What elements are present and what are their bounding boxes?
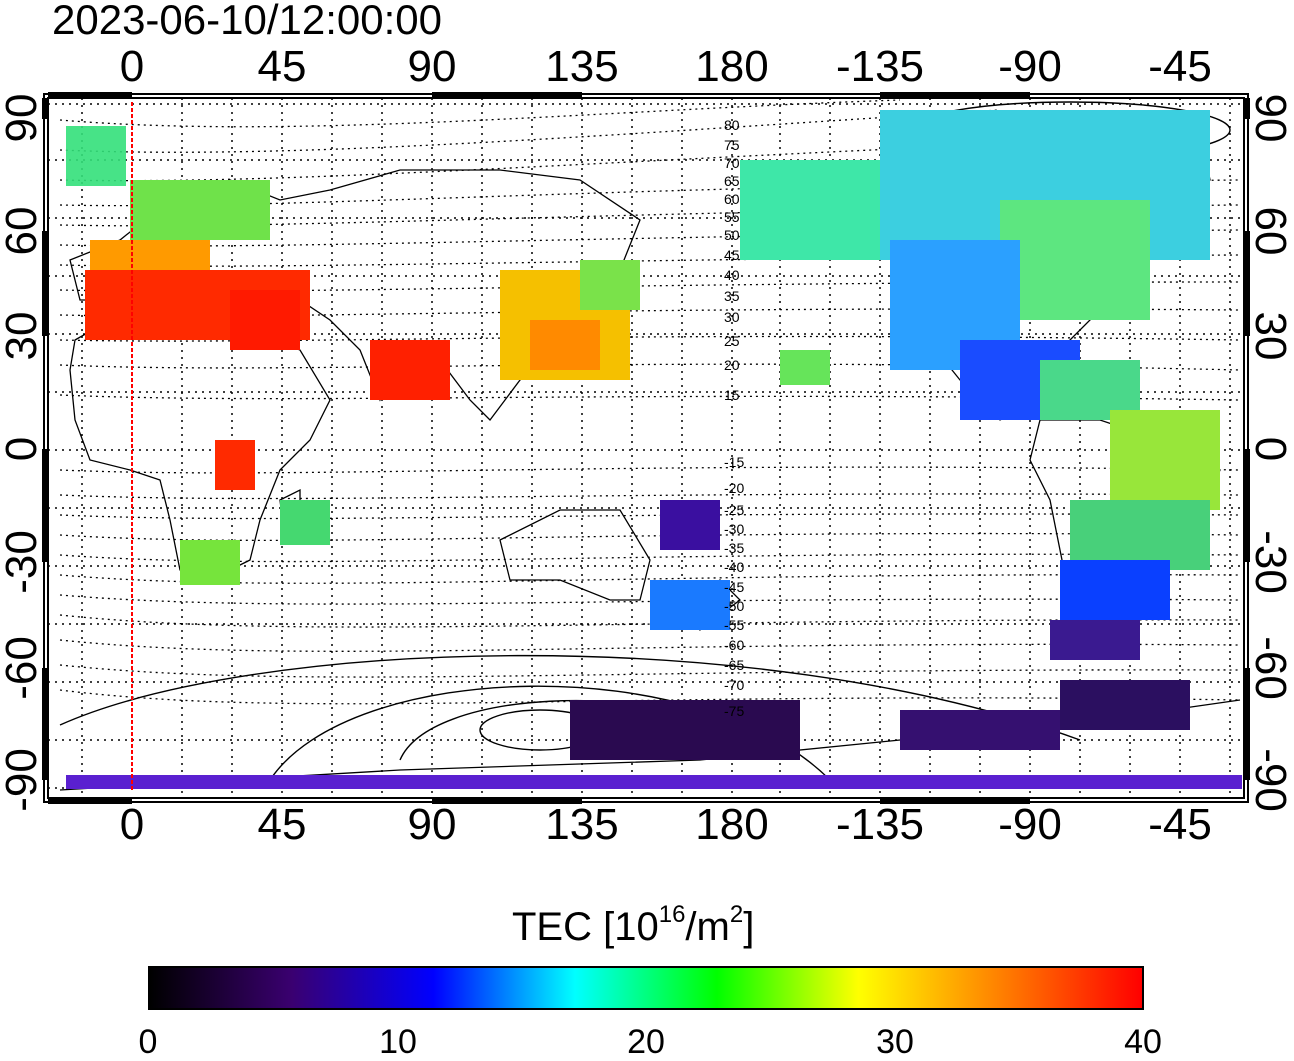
top-lon-tick: 0: [119, 42, 145, 91]
contour-label: 70: [724, 155, 740, 171]
contour-label: -65: [724, 657, 744, 673]
contour-label: -35: [724, 540, 744, 556]
bottom-lon-tick: -135: [835, 800, 925, 849]
contour-label: -45: [724, 579, 744, 595]
contour-label: -25: [724, 502, 744, 518]
contour-label: 55: [724, 209, 740, 225]
contour-label: -70: [724, 677, 744, 693]
colorbar-tick: 10: [379, 1023, 417, 1061]
top-lon-tick: -90: [998, 42, 1062, 91]
colorbar-tick: 0: [138, 1023, 158, 1061]
contour-label: 20: [724, 357, 740, 373]
top-lon-tick: 45: [257, 42, 307, 91]
contour-label: -30: [724, 521, 744, 537]
contour-label: -60: [724, 637, 744, 653]
contour-label: 60: [724, 191, 740, 207]
contour-label: -50: [724, 598, 744, 614]
contour-label: 65: [724, 173, 740, 189]
contour-label: -75: [724, 703, 744, 719]
contour-label: 25: [724, 333, 740, 349]
top-lon-tick: 180: [695, 42, 769, 91]
border-bands: [42, 92, 1250, 804]
bottom-lon-tick: -45: [1148, 800, 1212, 849]
colorbar-tick: 20: [627, 1023, 665, 1061]
contour-label: 45: [724, 247, 740, 263]
tec-data: [66, 110, 1242, 789]
contour-label: 30: [724, 309, 740, 325]
colorbar-tick: 30: [876, 1023, 914, 1061]
contour-label: 35: [724, 288, 740, 304]
bottom-lon-tick: 0: [119, 800, 145, 849]
contour-label: 75: [724, 137, 740, 153]
contour-label: 40: [724, 267, 740, 283]
contour-label: -20: [724, 480, 744, 496]
contour-label: -40: [724, 559, 744, 575]
contour-label: -15: [724, 454, 744, 470]
top-lon-tick: -45: [1148, 42, 1212, 91]
bottom-lon-tick: 45: [257, 800, 307, 849]
contour-label: 15: [724, 387, 740, 403]
contour-label-group: 80 75 70 65 60 55 50 45 40 35 30 25 20 1…: [724, 117, 744, 719]
bottom-lon-tick: 135: [545, 800, 619, 849]
top-lon-tick: 135: [545, 42, 619, 91]
map-outer-frame: [43, 93, 1249, 803]
bottom-lon-tick: 180: [695, 800, 769, 849]
contour-label: 50: [724, 227, 740, 243]
colorbar-tick: 40: [1124, 1023, 1162, 1061]
colorbar: [148, 966, 1144, 1010]
contour-label: -55: [724, 617, 744, 633]
top-lon-tick: -135: [835, 42, 925, 91]
bottom-lon-tick: -90: [998, 800, 1062, 849]
map-title: 2023-06-10/12:00:00: [52, 0, 442, 43]
colorbar-label: TEC [1016/m2]: [512, 901, 755, 950]
top-lon-tick: 90: [407, 42, 457, 91]
bottom-lon-tick: 90: [407, 800, 457, 849]
australia-outline: [499, 509, 651, 601]
contour-label: 80: [724, 117, 740, 133]
